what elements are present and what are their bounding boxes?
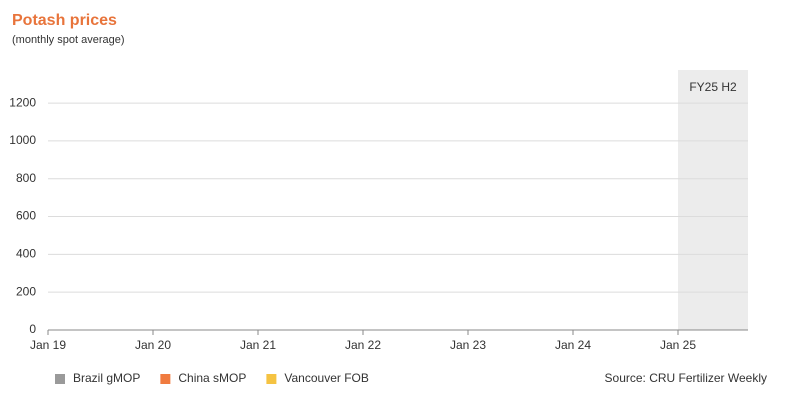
legend-label: China sMOP xyxy=(178,371,246,385)
x-tick-label: Jan 20 xyxy=(135,338,171,352)
x-tick-label: Jan 25 xyxy=(660,338,696,352)
legend-swatch xyxy=(160,374,171,384)
legend-label: Vancouver FOB xyxy=(284,371,368,385)
source: Source: CRU Fertilizer Weekly xyxy=(605,371,767,385)
legend-swatch xyxy=(266,374,277,384)
y-tick-label: 1000 xyxy=(9,133,36,147)
highlight-band xyxy=(678,70,748,330)
x-tick-label: Jan 24 xyxy=(555,338,591,352)
chart-subtitle: (monthly spot average) xyxy=(12,34,125,46)
y-tick-label: 0 xyxy=(29,322,36,336)
y-tick-label: 1200 xyxy=(9,95,36,109)
legend-label: Brazil gMOP xyxy=(73,371,140,385)
highlight-label: FY25 H2 xyxy=(689,80,737,94)
x-tick-label: Jan 19 xyxy=(30,338,66,352)
y-tick-label: 600 xyxy=(16,209,36,223)
y-tick-label: 400 xyxy=(16,247,36,261)
x-tick-label: Jan 22 xyxy=(345,338,381,352)
y-tick-label: 800 xyxy=(16,171,36,185)
y-tick-label: 200 xyxy=(16,284,36,298)
legend-swatch xyxy=(55,374,65,384)
x-tick-label: Jan 23 xyxy=(450,338,486,352)
x-tick-label: Jan 21 xyxy=(240,338,276,352)
chart-title: Potash prices xyxy=(12,12,117,29)
